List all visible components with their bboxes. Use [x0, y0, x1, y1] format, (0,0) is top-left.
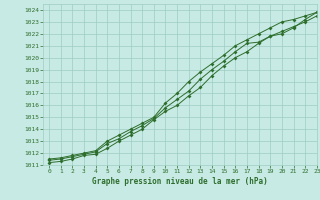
X-axis label: Graphe pression niveau de la mer (hPa): Graphe pression niveau de la mer (hPa) — [92, 177, 268, 186]
